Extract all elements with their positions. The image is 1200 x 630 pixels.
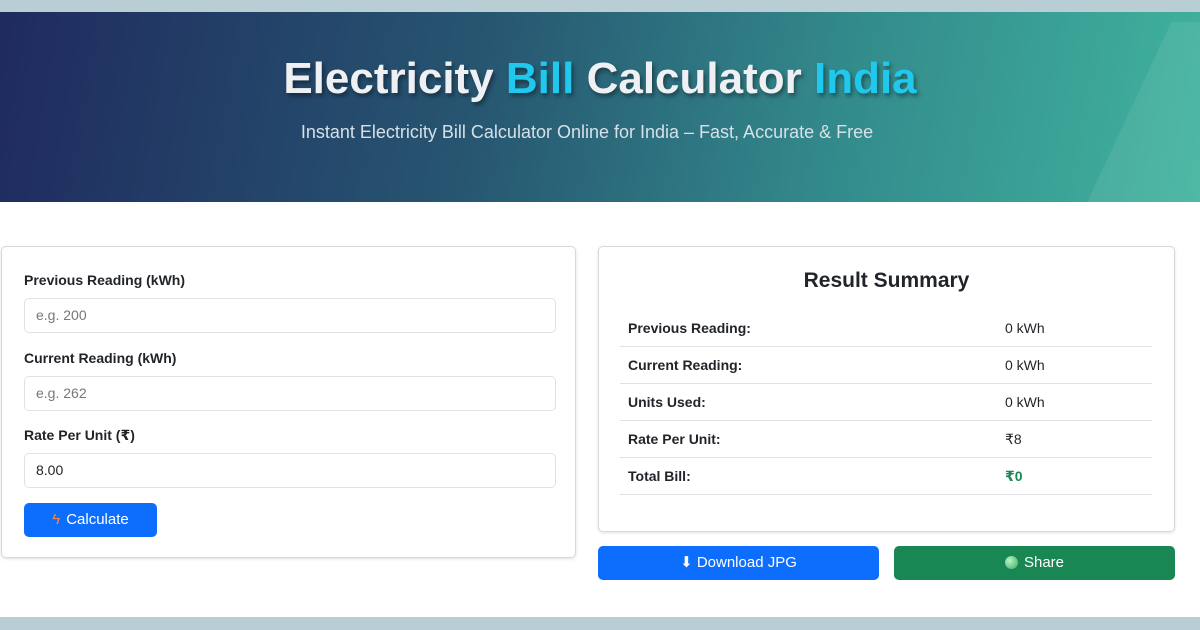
previous-reading-input[interactable]: e.g. 200 — [24, 298, 556, 333]
title-part: Electricity — [283, 54, 506, 103]
total-bill-value: ₹0 — [1005, 468, 1023, 484]
previous-reading-label: Previous Reading (kWh) — [24, 272, 186, 288]
calculate-label: Calculate — [66, 511, 129, 528]
row-label: Previous Reading: — [628, 320, 751, 336]
page-title: Electricity Bill Calculator India — [0, 54, 1200, 104]
globe-icon — [1004, 556, 1018, 569]
input-card: Previous Reading (kWh) e.g. 200 Current … — [1, 246, 576, 558]
share-button[interactable]: Share — [894, 546, 1175, 580]
result-row: Current Reading: 0 kWh — [620, 347, 1152, 384]
row-value: ₹8 — [1005, 431, 1022, 447]
result-row: Total Bill: ₹0 — [620, 458, 1152, 495]
result-row: Rate Per Unit: ₹8 — [620, 421, 1152, 458]
share-label: Share — [1023, 554, 1065, 571]
lightning-icon: ϟ — [52, 511, 61, 528]
title-part: Calculator — [574, 54, 814, 103]
top-bar — [0, 0, 1200, 12]
title-highlight: Bill — [505, 54, 575, 103]
row-value: 0 kWh — [1005, 357, 1045, 373]
row-value: 0 kWh — [1005, 394, 1045, 410]
current-reading-input[interactable]: e.g. 262 — [24, 376, 556, 411]
hero-banner: Electricity Bill Calculator India Instan… — [0, 12, 1200, 202]
rate-label: Rate Per Unit (₹) — [24, 427, 135, 443]
result-title: Result Summary — [803, 269, 970, 292]
page-subtitle: Instant Electricity Bill Calculator Onli… — [300, 122, 874, 142]
row-value: 0 kWh — [1005, 320, 1045, 336]
rate-input[interactable]: 8.00 — [24, 453, 556, 488]
row-label: Total Bill: — [628, 468, 691, 484]
bottom-bar — [0, 617, 1200, 630]
result-card: Result Summary Previous Reading: 0 kWh Cu… — [598, 246, 1175, 532]
row-label: Units Used: — [628, 394, 706, 410]
decorative-shape — [1068, 22, 1200, 202]
current-reading-label: Current Reading (kWh) — [24, 350, 177, 366]
title-highlight: India — [813, 54, 917, 103]
row-label: Current Reading: — [628, 357, 743, 373]
result-row: Units Used: 0 kWh — [620, 384, 1152, 421]
download-jpg-button[interactable]: ⬇ Download JPG — [598, 546, 879, 580]
calculate-button[interactable]: ϟ Calculate — [24, 503, 157, 537]
result-row: Previous Reading: 0 kWh — [620, 310, 1152, 347]
row-label: Rate Per Unit: — [628, 431, 721, 447]
